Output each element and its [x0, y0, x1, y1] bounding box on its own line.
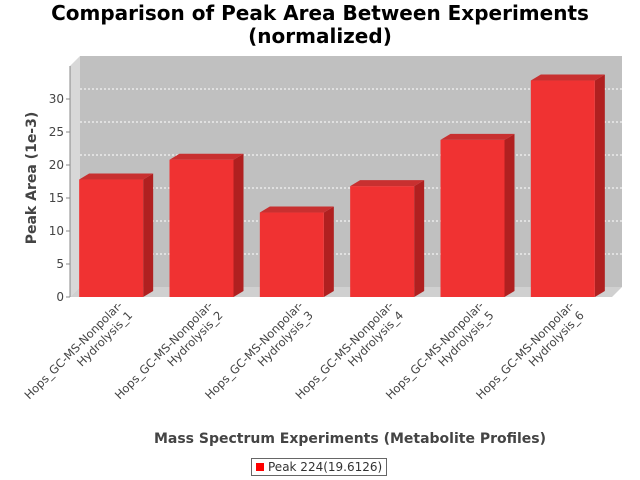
y-tick-label: 25	[49, 125, 64, 139]
bar	[79, 179, 144, 297]
bar-side	[414, 180, 425, 297]
bar-side	[233, 153, 244, 297]
bar-side	[594, 74, 605, 298]
plot-left-wall	[70, 56, 80, 297]
y-tick-label: 10	[49, 224, 64, 238]
chart-title: Comparison of Peak Area Between Experime…	[51, 1, 589, 48]
y-tick-label: 15	[49, 191, 64, 205]
bar	[350, 186, 415, 297]
bar-side	[143, 173, 154, 297]
bar-top	[169, 153, 244, 160]
bar-side	[323, 206, 334, 297]
bar	[530, 80, 595, 298]
bar-top	[259, 206, 334, 213]
y-tick-label: 5	[56, 257, 64, 271]
bar-top	[350, 180, 425, 187]
y-tick-label: 30	[49, 92, 64, 106]
legend-label: Peak 224(19.6126)	[268, 460, 383, 474]
bar-side	[504, 133, 515, 297]
bar-top	[79, 173, 154, 180]
y-tick-label: 0	[56, 290, 64, 304]
bar	[259, 212, 324, 297]
x-axis-label: Mass Spectrum Experiments (Metabolite Pr…	[153, 431, 547, 447]
legend-swatch	[256, 463, 264, 471]
y-axis-label: Peak Area (1e-3)	[24, 111, 40, 245]
y-tick-label: 20	[49, 158, 64, 172]
bar-top	[530, 74, 605, 81]
bar	[169, 159, 234, 297]
bar	[440, 139, 505, 297]
x-tick-label-line: Hops_GC-MS-Nonpolar-	[21, 298, 125, 402]
legend: Peak 224(19.6126)	[251, 458, 388, 476]
bar-top	[440, 133, 515, 140]
